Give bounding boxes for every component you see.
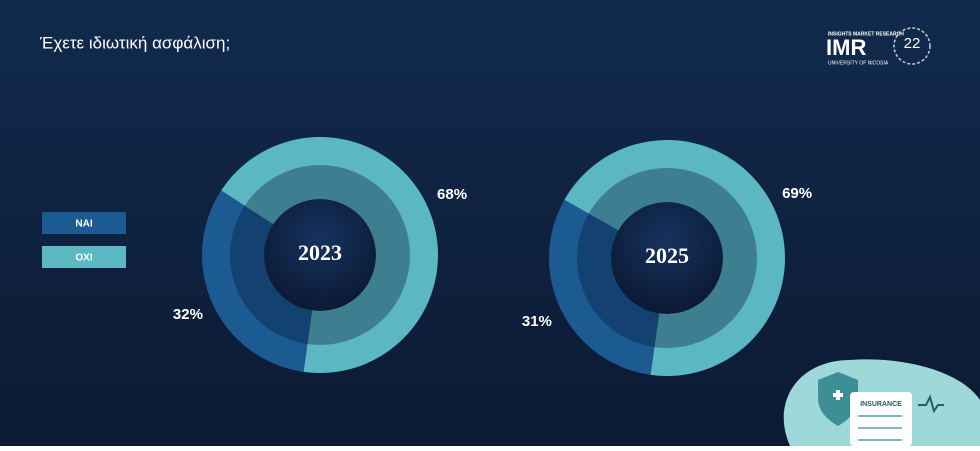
logo-name: IMR <box>826 35 866 60</box>
legend-swatch <box>42 212 126 234</box>
heartbeat <box>918 394 944 414</box>
document <box>850 392 912 446</box>
insurance-label: INSURANCE <box>860 401 902 408</box>
inner-ring-shade <box>230 165 410 345</box>
value-label: 69% <box>782 185 812 202</box>
legend-label: ΟΧΙ <box>75 253 92 264</box>
logo-tagline: INSIGHTS MARKET RESEARCH <box>828 31 904 37</box>
value-label: 31% <box>522 313 552 330</box>
center-label: 2023 <box>298 240 342 265</box>
donut-hole <box>264 199 376 311</box>
legend: ΝΑΙ ΟΧΙ <box>42 212 126 268</box>
logo: INSIGHTS MARKET RESEARCH IMR UNIVERSITY … <box>826 27 931 66</box>
charts: 32% 68% 2023 31% 69% 2025 <box>173 136 812 376</box>
illustration: INSURANCE <box>783 359 980 446</box>
slide-title: Έχετε ιδιωτική ασφάλιση; <box>39 33 230 52</box>
document-lines <box>858 415 902 441</box>
logo-anniversary: 22 <box>904 35 921 52</box>
legend-label: ΝΑΙ <box>75 219 92 230</box>
legend-swatch <box>42 246 126 268</box>
donut-hole <box>611 202 723 314</box>
value-label: 32% <box>173 306 203 323</box>
shield-cross <box>833 390 843 400</box>
inner-ring-shade <box>577 168 757 348</box>
center-label: 2025 <box>645 243 689 268</box>
value-label: 68% <box>437 186 467 203</box>
logo-university: UNIVERSITY OF NICOSIA <box>828 60 889 66</box>
logo-wreath <box>893 27 931 65</box>
